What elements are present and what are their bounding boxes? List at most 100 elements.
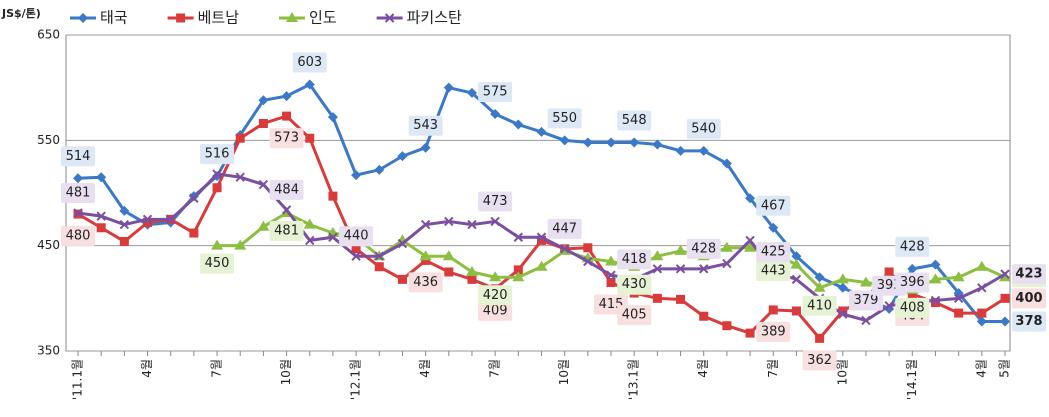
data-label-box xyxy=(61,226,95,247)
legend-label: 태국 xyxy=(100,9,128,27)
y-tick-label: 350 xyxy=(37,344,60,358)
point xyxy=(629,137,640,148)
data-label-box xyxy=(200,253,235,274)
data-label-box xyxy=(756,242,791,262)
data-label: 481 xyxy=(66,186,91,201)
data-label-box xyxy=(408,272,443,293)
point xyxy=(96,223,106,233)
data-label: 423 xyxy=(1015,267,1042,282)
data-label-box xyxy=(269,128,304,149)
point xyxy=(698,145,709,156)
point xyxy=(537,235,546,245)
point xyxy=(930,295,941,306)
data-label-box xyxy=(1012,288,1046,309)
y-axis-label: JS$/톤) xyxy=(1,7,41,20)
point xyxy=(189,228,199,238)
y-tick-label: 650 xyxy=(37,28,60,42)
x-tick-label: '12.1월 xyxy=(349,359,363,400)
point xyxy=(212,183,222,193)
x-tick-label: '14.1월 xyxy=(905,359,919,400)
data-label: 418 xyxy=(622,252,647,267)
data-label-box xyxy=(686,238,721,259)
point xyxy=(351,251,361,261)
data-label-box xyxy=(61,183,95,204)
data-label: 573 xyxy=(274,131,299,146)
legend-label: 인도 xyxy=(309,9,337,27)
point xyxy=(722,258,732,269)
point xyxy=(143,217,153,227)
data-label: 603 xyxy=(297,55,322,70)
data-label-box xyxy=(756,321,791,342)
data-label: 484 xyxy=(274,182,299,197)
point xyxy=(1000,293,1010,303)
point xyxy=(96,211,106,221)
data-label: 447 xyxy=(552,221,577,236)
point xyxy=(281,205,292,215)
point xyxy=(583,256,593,267)
point xyxy=(884,300,894,311)
point xyxy=(444,216,454,227)
point xyxy=(119,205,130,216)
point xyxy=(397,151,408,162)
point xyxy=(374,251,384,261)
data-label: 410 xyxy=(807,298,832,313)
point xyxy=(721,158,732,169)
point xyxy=(836,273,849,284)
point xyxy=(606,137,617,148)
data-label-box xyxy=(756,195,791,216)
point xyxy=(467,219,477,230)
y-tick-label: 450 xyxy=(37,238,60,252)
point xyxy=(536,232,547,242)
data-label-box xyxy=(547,108,582,129)
point xyxy=(884,267,894,277)
data-label: 481 xyxy=(274,224,299,239)
point xyxy=(281,91,292,102)
point xyxy=(582,137,593,148)
point xyxy=(674,244,687,255)
point xyxy=(490,216,500,227)
point xyxy=(815,333,825,343)
point xyxy=(790,258,803,269)
point xyxy=(444,267,454,277)
point xyxy=(675,145,686,156)
point xyxy=(421,255,431,265)
point xyxy=(466,87,477,98)
data-label-box xyxy=(269,221,304,242)
point xyxy=(930,298,940,308)
data-label: 480 xyxy=(66,229,91,244)
data-label: 473 xyxy=(483,194,508,209)
point xyxy=(953,293,964,304)
data-label-box xyxy=(269,179,304,200)
point xyxy=(513,265,523,275)
point xyxy=(652,139,663,150)
x-tick-label: '11.1월 xyxy=(71,359,85,400)
point xyxy=(838,309,848,319)
point xyxy=(73,173,83,184)
data-label: 362 xyxy=(807,353,832,368)
point xyxy=(119,236,129,246)
data-label: 516 xyxy=(205,147,230,162)
x-tick-label: 5월 xyxy=(998,359,1012,378)
data-label-box xyxy=(617,305,652,326)
data-label-box xyxy=(802,350,837,371)
x-tick-label: 7월 xyxy=(210,359,224,378)
point xyxy=(96,172,107,183)
point xyxy=(606,278,616,288)
data-label-box xyxy=(478,82,513,102)
point xyxy=(652,264,663,274)
data-label: 443 xyxy=(761,264,786,279)
point xyxy=(744,241,757,252)
point xyxy=(745,193,756,204)
data-label-box xyxy=(61,146,95,167)
data-label: 409 xyxy=(483,303,508,318)
point xyxy=(859,276,872,287)
data-label: 428 xyxy=(900,239,925,254)
x-tick-label: 10월 xyxy=(835,359,849,385)
point xyxy=(189,193,199,203)
data-label-box xyxy=(408,115,443,136)
point xyxy=(814,272,825,283)
data-label: 378 xyxy=(1015,314,1042,329)
data-label-box xyxy=(895,297,930,318)
data-label: 540 xyxy=(691,121,716,136)
point xyxy=(513,119,524,130)
